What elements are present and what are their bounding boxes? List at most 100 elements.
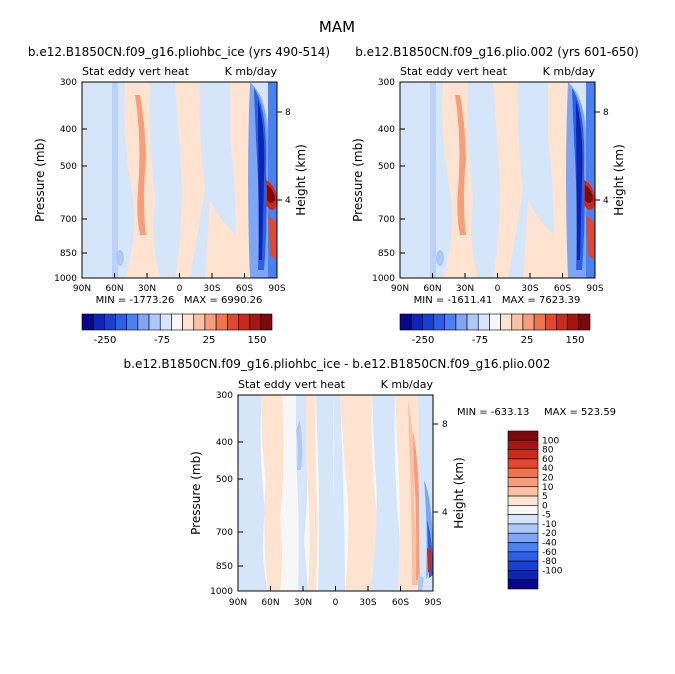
y-tick-label: 500 (60, 162, 77, 172)
y-tick-label: 500 (378, 162, 395, 172)
colorbar-label: -60 (542, 548, 557, 558)
x-tick-label: 0 (495, 284, 501, 294)
panel-b-y-axis-label: Pressure (mb) (351, 138, 365, 222)
y2-tick-label: 4 (285, 196, 291, 206)
y2-tick-label: 8 (603, 108, 609, 118)
colorbar-swatch (507, 449, 539, 460)
panel-a-colorbar: -250 -75 25 150 (81, 313, 273, 346)
colorbar-swatch (511, 313, 524, 331)
panel-a-stats: MIN = -1773.26 MAX = 6990.26 (96, 295, 263, 306)
colorbar-swatch (215, 313, 228, 331)
panel-b-variable-label: Stat eddy vert heat (400, 65, 508, 78)
colorbar-swatch (81, 313, 94, 331)
x-tick-label: 90N (229, 598, 247, 608)
colorbar-label: 0 (542, 501, 548, 511)
panel-b-y-ticks: 300 400 500 700 850 1000 (372, 78, 405, 284)
colorbar-swatch (507, 532, 539, 543)
y-tick-label: 1000 (372, 274, 395, 284)
y-tick-label: 850 (378, 249, 395, 259)
panel-c-variable-label: Stat eddy vert heat (238, 378, 346, 391)
panel-b-title: b.e12.B1850CN.f09_g16.plio.002 (yrs 601-… (355, 45, 639, 59)
colorbar-swatch (193, 313, 206, 331)
colorbar-swatch (507, 430, 539, 441)
colorbar-swatch (433, 313, 446, 331)
panel-a-field (82, 82, 277, 278)
panel-c-stats-min: MIN = -633.13 (457, 407, 529, 418)
colorbar-swatch (507, 570, 539, 581)
colorbar-swatch (507, 495, 539, 506)
x-tick-label: 30N (138, 284, 156, 294)
colorbar-label: 5 (542, 492, 548, 502)
colorbar-swatch (489, 313, 501, 331)
y-tick-label: 850 (216, 562, 233, 572)
colorbar-swatch (533, 313, 546, 331)
colorbar-label: -20 (542, 529, 557, 539)
colorbar-swatch (115, 313, 128, 331)
colorbar-label: -250 (94, 335, 117, 346)
y-tick-label: 300 (60, 78, 77, 88)
panel-a-x-ticks: 90N 60N 30N 0 30S 60S 90S (73, 273, 286, 294)
panel-a-y-axis-label: Pressure (mb) (33, 138, 47, 222)
panel-c-field (238, 395, 433, 591)
y2-tick-label: 4 (442, 508, 448, 518)
colorbar-label: 10 (542, 483, 554, 493)
x-tick-label: 90N (391, 284, 409, 294)
colorbar-swatch (507, 523, 539, 534)
panel-c: b.e12.B1850CN.f09_g16.pliohbc_ice - b.e1… (124, 357, 617, 608)
colorbar-swatch (466, 313, 479, 331)
y-tick-label: 400 (60, 125, 77, 135)
panel-a-units-label: K mb/day (225, 65, 278, 78)
y-tick-label: 850 (60, 249, 77, 259)
colorbar-label: 25 (203, 335, 216, 346)
panel-a-y-ticks: 300 400 500 700 850 1000 (54, 78, 87, 284)
x-tick-label: 0 (177, 284, 183, 294)
panel-c-stats-max: MAX = 523.59 (544, 407, 616, 418)
panel-c-y2-ticks: 8 4 (433, 420, 448, 518)
x-tick-label: 30S (521, 284, 538, 294)
panel-c-title: b.e12.B1850CN.f09_g16.pliohbc_ice - b.e1… (124, 357, 551, 371)
panel-a-title: b.e12.B1850CN.f09_g16.pliohbc_ice (yrs 4… (28, 45, 330, 59)
colorbar-label: -75 (154, 335, 170, 346)
panel-a-y2-axis-label: Height (km) (294, 144, 308, 215)
colorbar-swatch (226, 313, 239, 331)
colorbar-label: -80 (542, 557, 557, 567)
colorbar-label: -100 (542, 566, 563, 576)
colorbar-swatch (507, 551, 539, 562)
colorbar-swatch (238, 313, 250, 331)
x-tick-label: 30N (294, 598, 312, 608)
y-tick-label: 700 (216, 528, 233, 538)
panel-b-y2-ticks: 8 4 (595, 108, 609, 206)
panel-c-y2-axis-label: Height (km) (452, 457, 466, 528)
colorbar-swatch (507, 542, 539, 553)
y-tick-label: 300 (216, 391, 233, 401)
colorbar-swatch (507, 514, 539, 525)
colorbar-swatch (578, 313, 591, 331)
x-tick-label: 60S (236, 284, 253, 294)
colorbar-swatch (159, 313, 172, 331)
x-tick-label: 60N (105, 284, 123, 294)
panel-b-x-ticks: 90N 60N 30N 0 30S 60S 90S (391, 273, 604, 294)
y2-tick-label: 8 (442, 420, 448, 430)
colorbar-swatch (567, 313, 580, 331)
colorbar-label: 80 (542, 446, 554, 456)
panel-b-units-label: K mb/day (543, 65, 596, 78)
colorbar-label: 150 (247, 335, 266, 346)
colorbar-label: 40 (542, 464, 554, 474)
colorbar-swatch (544, 313, 557, 331)
colorbar-label: -250 (412, 335, 435, 346)
colorbar-swatch (171, 313, 183, 331)
colorbar-label: -40 (542, 539, 557, 549)
panel-b: b.e12.B1850CN.f09_g16.plio.002 (yrs 601-… (351, 45, 639, 346)
y-tick-label: 400 (216, 438, 233, 448)
colorbar-swatch (126, 313, 139, 331)
colorbar-swatch (500, 313, 513, 331)
x-tick-label: 90S (424, 598, 441, 608)
colorbar-swatch (444, 313, 457, 331)
colorbar-swatch (522, 313, 535, 331)
colorbar-swatch (182, 313, 195, 331)
panel-c-units-label: K mb/day (381, 378, 434, 391)
colorbar-swatch (477, 313, 490, 331)
x-tick-label: 60N (423, 284, 441, 294)
